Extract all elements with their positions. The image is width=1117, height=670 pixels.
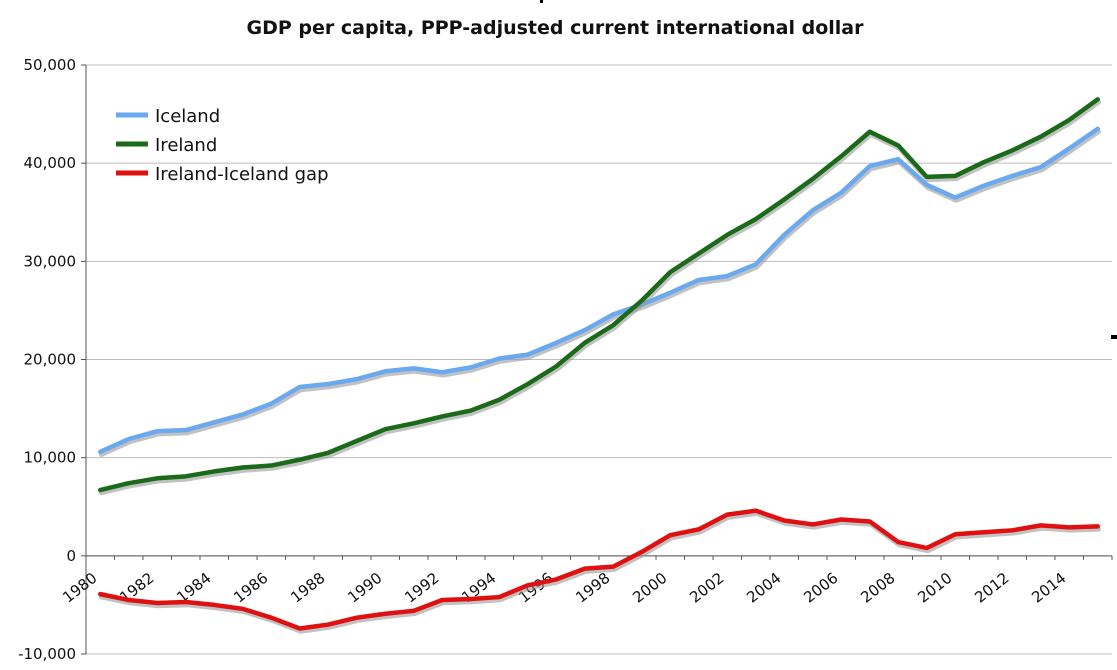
x-tick-label: 1990	[344, 569, 385, 607]
series-line-0	[98, 126, 1100, 455]
x-tick-label: 1988	[287, 569, 328, 607]
frame-mark-top	[540, 0, 543, 3]
y-axis-ticks: -10,000 0 10,000 20,000 30,000 40,000 50,000	[18, 56, 86, 663]
legend-label: Ireland-Iceland gap	[155, 164, 329, 185]
y-tick-label: 50,000	[24, 56, 77, 74]
x-tick-label: 2008	[857, 569, 898, 607]
x-axis-ticks: 1980 1982 1984 1986 1988 1990 1992 1994 1996 1998…	[59, 555, 1113, 607]
x-tick-label: 2010	[914, 569, 955, 607]
series-shadow	[99, 100, 1101, 496]
frame-mark-right	[1111, 335, 1117, 339]
legend-label: Ireland	[155, 135, 217, 156]
y-tick-label: -10,000	[18, 645, 76, 663]
y-tick-label: 10,000	[24, 449, 77, 467]
y-tick-label: 0	[66, 547, 76, 565]
series-line-1	[98, 97, 1100, 493]
series-line-2	[98, 508, 1100, 631]
series-shadow	[99, 129, 1101, 458]
chart-title: GDP per capita, PPP-adjusted current int…	[247, 17, 865, 39]
series-group	[98, 97, 1101, 634]
y-tick-label: 20,000	[24, 351, 77, 369]
x-tick-label: 2014	[1028, 569, 1069, 607]
y-tick-label: 40,000	[24, 154, 77, 172]
x-tick-label: 1980	[59, 569, 100, 607]
x-tick-label: 2000	[629, 569, 670, 607]
x-tick-label: 2006	[800, 569, 841, 607]
legend: Iceland Ireland Ireland-Iceland gap	[116, 106, 329, 185]
series-shadow	[99, 511, 1101, 634]
x-tick-label: 2004	[743, 569, 784, 607]
legend-label: Iceland	[155, 106, 220, 127]
x-tick-label: 2002	[686, 569, 727, 607]
y-tick-label: 30,000	[24, 252, 77, 270]
x-tick-label: 1986	[230, 569, 271, 607]
x-tick-label: 2012	[971, 569, 1012, 607]
